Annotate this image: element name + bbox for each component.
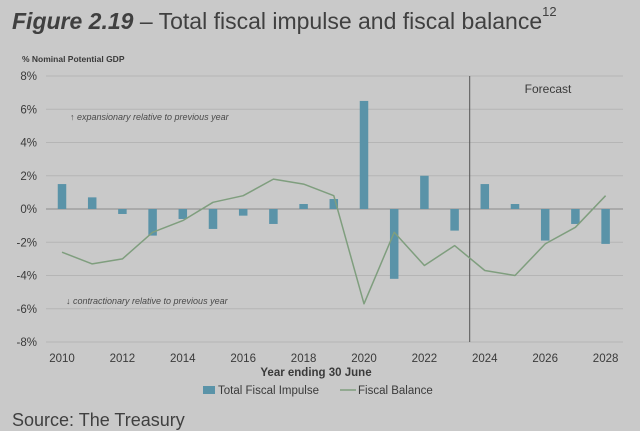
x-tick-label: 2022 <box>412 353 438 365</box>
bar-total-fiscal-impulse <box>208 209 218 229</box>
x-tick-label: 2026 <box>532 353 558 365</box>
bar-total-fiscal-impulse <box>389 209 399 279</box>
x-tick-label: 2010 <box>49 353 75 365</box>
bar-total-fiscal-impulse <box>178 209 188 219</box>
bar-total-fiscal-impulse <box>238 209 248 216</box>
title-superscript: 12 <box>542 4 557 20</box>
bar-total-fiscal-impulse <box>57 184 67 209</box>
x-tick-label: 2024 <box>472 353 498 365</box>
figure-label: Figure 2.19 <box>12 8 134 34</box>
title-separator: – <box>133 8 159 34</box>
bar-total-fiscal-impulse <box>420 175 429 209</box>
y-tick-label: -2% <box>17 237 37 249</box>
legend-label-line: Fiscal Balance <box>358 385 433 397</box>
y-tick-label: 6% <box>20 104 37 116</box>
y-tick-label: -6% <box>17 304 37 316</box>
x-tick-label: 2012 <box>110 353 136 365</box>
bar-total-fiscal-impulse <box>359 100 369 209</box>
y-tick-label: 4% <box>20 138 37 150</box>
source-note: Source: The Treasury <box>12 410 185 430</box>
x-tick-label: 2028 <box>593 353 619 365</box>
bar-total-fiscal-impulse <box>450 209 459 231</box>
chart-title: Figure 2.19 – Total fiscal impulse and f… <box>12 4 557 35</box>
bar-total-fiscal-impulse <box>601 209 610 244</box>
x-tick-label: 2014 <box>170 353 196 365</box>
y-tick-label: 8% <box>20 71 37 83</box>
legend-label-bar: Total Fiscal Impulse <box>218 385 319 397</box>
y-tick-label: 2% <box>20 171 37 183</box>
x-tick-label: 2018 <box>291 353 317 365</box>
line-fiscal-balance <box>61 178 607 305</box>
y-tick-label: -8% <box>17 337 37 349</box>
title-text: Total fiscal impulse and fiscal balance <box>158 8 543 34</box>
forecast-label: Forecast <box>525 82 572 96</box>
bar-total-fiscal-impulse <box>510 204 520 209</box>
x-tick-label: 2020 <box>351 353 377 365</box>
bar-total-fiscal-impulse <box>571 209 580 224</box>
bar-total-fiscal-impulse <box>118 209 127 214</box>
bar-total-fiscal-impulse <box>87 197 97 209</box>
annotation-expansionary: ↑ expansionary relative to previous year <box>70 112 230 122</box>
legend-swatch-bar <box>203 386 215 394</box>
y-axis-label: % Nominal Potential GDP <box>22 54 125 64</box>
bar-total-fiscal-impulse <box>299 204 308 209</box>
bar-total-fiscal-impulse <box>148 209 157 236</box>
bar-total-fiscal-impulse <box>480 184 490 209</box>
y-tick-label: -4% <box>17 271 37 283</box>
y-tick-label: 0% <box>20 204 37 216</box>
bar-total-fiscal-impulse <box>269 209 278 224</box>
annotation-contractionary: ↓ contractionary relative to previous ye… <box>66 296 229 306</box>
bar-total-fiscal-impulse <box>329 199 339 209</box>
x-axis-title: Year ending 30 June <box>260 367 371 379</box>
bar-total-fiscal-impulse <box>540 209 550 241</box>
x-tick-label: 2016 <box>230 353 256 365</box>
